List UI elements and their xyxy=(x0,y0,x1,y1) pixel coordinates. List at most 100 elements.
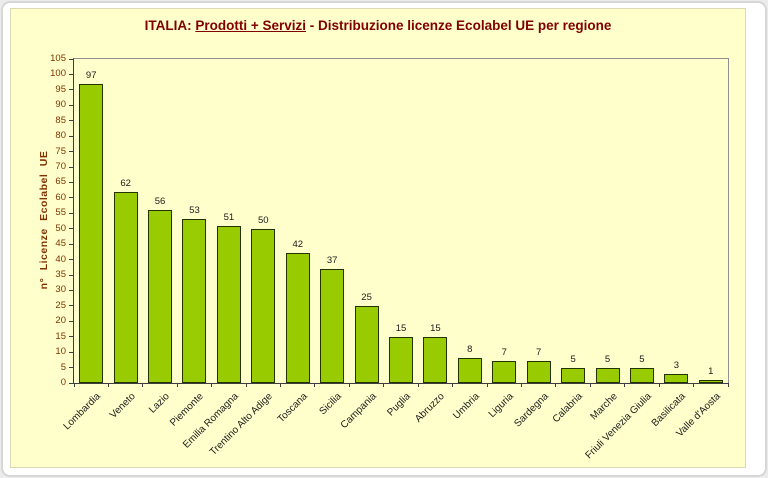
y-axis-tick-mark xyxy=(69,243,74,245)
y-axis-tick-mark xyxy=(69,197,74,199)
y-axis-tick-label: 85 xyxy=(55,114,66,126)
bar-friuli-venezia-giulia xyxy=(629,367,654,383)
bar-trentino-alto-adige xyxy=(251,228,276,383)
bar-marche xyxy=(595,367,620,383)
chart-title: ITALIA: Prodotti + Servizi - Distribuzio… xyxy=(11,18,745,33)
y-axis-tick-label: 25 xyxy=(55,299,66,311)
y-axis-tick-label: 55 xyxy=(55,207,66,219)
x-axis-label: Lombardia xyxy=(61,391,103,433)
y-axis-tick-mark xyxy=(69,274,74,276)
bar-value-label: 62 xyxy=(120,177,131,189)
bar-sardegna xyxy=(526,361,551,383)
x-axis-tick-mark xyxy=(486,383,488,387)
y-axis-tick-label: 95 xyxy=(55,83,66,95)
x-axis-tick-mark xyxy=(348,383,350,387)
y-axis-tick-label: 60 xyxy=(55,191,66,203)
bar-value-label: 5 xyxy=(639,353,645,365)
y-axis-tick-label: 70 xyxy=(55,161,66,172)
y-axis-tick-mark xyxy=(69,73,74,75)
bar-value-label: 1 xyxy=(708,365,714,377)
x-axis-tick-mark xyxy=(176,383,178,387)
x-axis-tick-mark xyxy=(693,383,695,387)
x-axis-tick-mark xyxy=(142,383,144,387)
y-axis-tick-mark xyxy=(69,89,74,91)
x-axis-label: Puglia xyxy=(385,391,413,419)
bar-value-label: 15 xyxy=(430,322,441,334)
y-axis-tick-label: 75 xyxy=(55,145,66,157)
y-axis-tick-label: 30 xyxy=(55,284,66,296)
y-axis-tick-mark xyxy=(69,212,74,214)
bar-emilia-romagna xyxy=(216,225,241,383)
y-axis-tick-mark xyxy=(69,151,74,153)
x-axis-tick-mark xyxy=(73,383,75,387)
bar-toscana xyxy=(285,253,310,383)
x-axis-tick-mark xyxy=(624,383,626,387)
x-axis-label: Umbria xyxy=(451,391,482,422)
y-axis-tick-mark xyxy=(69,382,74,384)
y-axis-tick-mark xyxy=(69,120,74,122)
x-axis-tick-mark xyxy=(245,383,247,387)
x-axis-label: Abruzzo xyxy=(413,391,448,425)
bar-lombardia xyxy=(79,83,104,383)
y-axis-tick-mark xyxy=(69,166,74,168)
bar-value-label: 15 xyxy=(395,322,407,334)
y-axis-tick-mark xyxy=(69,336,74,338)
chart-title-suffix: - Distribuzione licenze Ecolabel UE per … xyxy=(306,18,612,33)
y-axis-tick-mark xyxy=(69,181,74,183)
x-axis-label: Sicilia xyxy=(317,391,344,418)
bar-value-label: 7 xyxy=(501,347,507,359)
y-axis-tick-label: 0 xyxy=(60,377,66,388)
y-axis-tick-label: 80 xyxy=(55,130,66,142)
bar-value-label: 8 xyxy=(467,344,473,356)
y-axis-tick-label: 40 xyxy=(55,253,66,265)
x-axis-tick-mark xyxy=(280,383,282,387)
x-axis-label: Sardegna xyxy=(512,391,551,430)
x-axis-tick-mark xyxy=(383,383,385,387)
y-axis-tick-label: 35 xyxy=(55,269,66,280)
y-axis-tick-mark xyxy=(69,259,74,261)
bar-valle-d-aosta xyxy=(698,379,723,383)
bar-value-label: 51 xyxy=(223,211,235,223)
y-axis-tick-mark xyxy=(69,289,74,291)
bar-campania xyxy=(354,305,379,383)
bar-piemonte xyxy=(182,219,207,383)
y-axis-tick-label: 20 xyxy=(55,315,66,327)
bar-veneto xyxy=(113,191,138,383)
x-axis-label: Liguria xyxy=(487,391,517,421)
bar-abruzzo xyxy=(423,336,448,383)
y-axis-tick-label: 10 xyxy=(55,346,66,358)
y-axis-tick-mark xyxy=(69,228,74,230)
bar-value-label: 97 xyxy=(85,69,97,81)
x-axis-label: Toscana xyxy=(275,391,310,426)
y-axis-tick-label: 15 xyxy=(55,330,66,342)
x-axis-tick-mark xyxy=(555,383,557,387)
bar-value-label: 56 xyxy=(154,196,166,208)
x-axis-tick-mark xyxy=(211,383,213,387)
chart-area: ITALIA: Prodotti + Servizi - Distribuzio… xyxy=(10,8,746,468)
x-axis-tick-mark xyxy=(658,383,660,387)
x-axis-tick-mark xyxy=(314,383,316,387)
y-axis-tick-label: 100 xyxy=(50,68,66,80)
bar-value-label: 50 xyxy=(258,214,269,226)
x-axis-tick-mark xyxy=(452,383,454,387)
y-axis-tick-label: 65 xyxy=(55,176,66,188)
bar-basilicata xyxy=(664,373,689,383)
bar-sicilia xyxy=(320,268,345,383)
y-axis-tick-label: 50 xyxy=(55,222,66,234)
bar-value-label: 7 xyxy=(536,347,542,359)
x-axis-label: Trentino Alto Adige xyxy=(208,391,276,458)
x-axis-label: Marche xyxy=(587,391,620,423)
x-axis-label: Campania xyxy=(338,391,379,432)
y-axis-tick-mark xyxy=(69,135,74,137)
x-axis-label: Veneto xyxy=(107,391,138,421)
bar-value-label: 5 xyxy=(604,353,611,365)
bar-value-label: 25 xyxy=(361,291,372,303)
x-axis-label: Lazio xyxy=(147,391,172,416)
chart-title-prefix: ITALIA: xyxy=(144,18,196,33)
bar-value-label: 42 xyxy=(292,239,304,251)
x-axis-label: Calabria xyxy=(550,391,585,426)
bar-lazio xyxy=(148,210,173,383)
bar-value-label: 5 xyxy=(570,353,576,365)
bar-puglia xyxy=(389,336,413,383)
bar-umbria xyxy=(457,358,482,383)
